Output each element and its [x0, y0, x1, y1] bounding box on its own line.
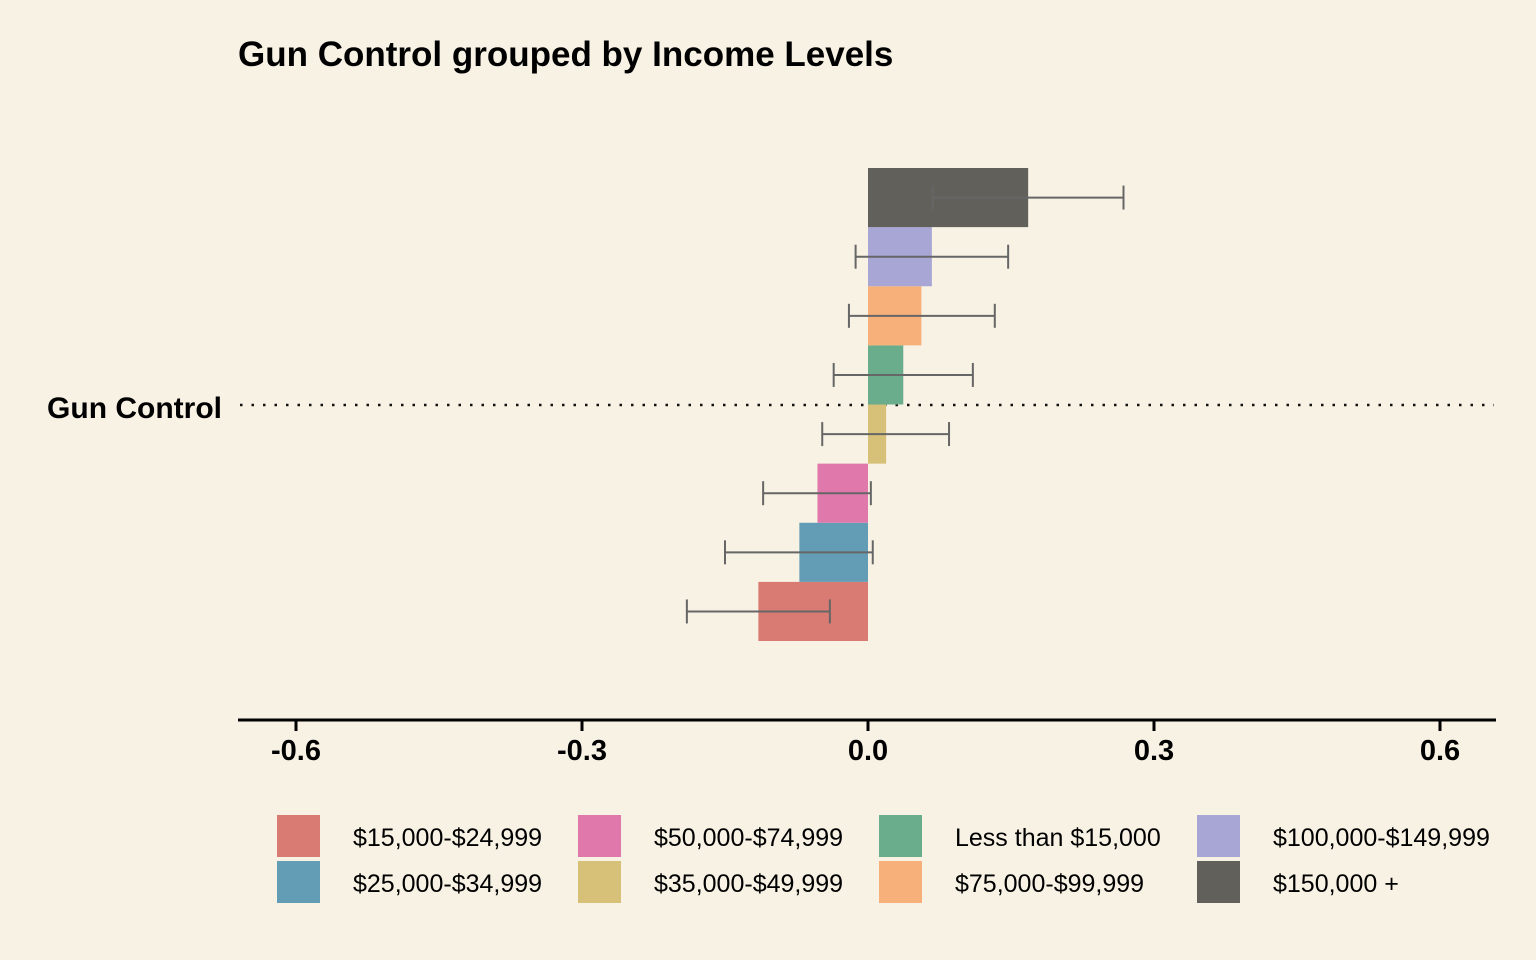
- legend-swatch: [879, 861, 922, 903]
- errorbar-150-000: [931, 185, 1125, 210]
- legend-item-75-000-99-999: $75,000-$99,999: [879, 861, 1144, 903]
- x-tick-label: 0.6: [1420, 735, 1460, 767]
- legend-label: $150,000 +: [1273, 870, 1399, 898]
- legend-swatch: [1197, 815, 1240, 857]
- errorbar-50-000-74-999: [762, 481, 872, 506]
- legend-swatch: [277, 815, 320, 857]
- errorbar-100-000-149-999: [854, 244, 1010, 269]
- legend-item-25-000-34-999: $25,000-$34,999: [277, 861, 542, 903]
- legend-swatch: [1197, 861, 1240, 903]
- legend-swatch: [277, 861, 320, 903]
- errorbar-15-000-24-999: [685, 599, 831, 624]
- legend-label: $25,000-$34,999: [353, 870, 542, 898]
- errorbar-75-000-99-999: [847, 303, 996, 328]
- errorbar-35-000-49-999: [821, 422, 951, 447]
- x-tick-label: -0.6: [271, 735, 321, 767]
- legend-label: $100,000-$149,999: [1273, 824, 1490, 852]
- errorbar-less-than-15-000: [832, 362, 974, 387]
- legend-item-100-000-149-999: $100,000-$149,999: [1197, 815, 1490, 857]
- legend-item-50-000-74-999: $50,000-$74,999: [578, 815, 843, 857]
- legend-label: $50,000-$74,999: [654, 824, 843, 852]
- legend-item-15-000-24-999: $15,000-$24,999: [277, 815, 542, 857]
- x-tick-label: 0.0: [848, 735, 888, 767]
- x-tick-label: -0.3: [557, 735, 607, 767]
- legend-item-150-000: $150,000 +: [1197, 861, 1399, 903]
- legend-label: $35,000-$49,999: [654, 870, 843, 898]
- category-label: Gun Control: [47, 392, 222, 425]
- errorbars-group: [685, 185, 1125, 624]
- legend-item-35-000-49-999: $35,000-$49,999: [578, 861, 843, 903]
- legend-item-less-than-15-000: Less than $15,000: [879, 815, 1161, 857]
- legend-label: Less than $15,000: [955, 824, 1161, 852]
- errorbar-25-000-34-999: [724, 540, 874, 565]
- legend-label: $15,000-$24,999: [353, 824, 542, 852]
- legend-label: $75,000-$99,999: [955, 870, 1144, 898]
- legend-swatch: [879, 815, 922, 857]
- chart-title: Gun Control grouped by Income Levels: [238, 35, 893, 74]
- legend-swatch: [578, 861, 621, 903]
- x-tick-label: 0.3: [1134, 735, 1174, 767]
- legend: $15,000-$24,999 $25,000-$34,999 $50,000-$7…: [277, 815, 1490, 903]
- x-ticks-group: -0.6 -0.3 0.0 0.3 0.6: [271, 720, 1460, 767]
- legend-swatch: [578, 815, 621, 857]
